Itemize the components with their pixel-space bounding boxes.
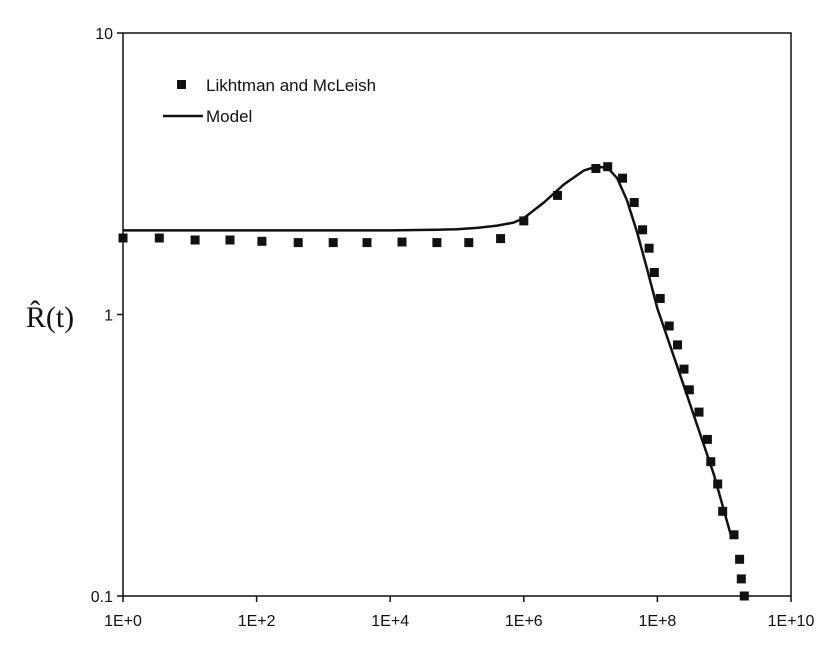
data-point: [673, 340, 682, 350]
data-point: [225, 235, 235, 245]
x-axis-ticks: 1E+0 1E+2 1E+4 1E+6 1E+8 1E+10: [104, 596, 814, 630]
data-point: [736, 574, 746, 584]
data-point: [328, 238, 338, 248]
data-point: [464, 238, 474, 248]
legend-label-series-1: Likhtman and McLeish: [206, 76, 376, 95]
data-point: [293, 238, 303, 248]
data-point: [694, 407, 704, 417]
data-point: [553, 190, 562, 200]
data-point: [519, 216, 529, 226]
data-point: [664, 321, 674, 331]
data-point: [118, 233, 128, 243]
y-axis-ticks: 0.1 1 10: [91, 26, 123, 606]
data-point: [496, 234, 506, 244]
data-point: [190, 235, 200, 245]
y-tick-label: 10: [95, 26, 113, 43]
legend-marker-square: [177, 80, 186, 89]
data-point: [397, 237, 407, 247]
y-axis-label: R̂(t): [26, 300, 74, 334]
series-line-model: [123, 165, 734, 539]
data-point: [739, 591, 749, 601]
data-point: [655, 294, 665, 303]
data-point: [706, 457, 716, 467]
x-tick-label: 1E+8: [638, 613, 676, 630]
data-point: [603, 162, 613, 172]
data-point: [618, 173, 627, 183]
data-point: [362, 238, 372, 248]
data-point: [702, 434, 712, 444]
x-tick-label: 1E+6: [505, 613, 543, 630]
x-tick-label: 1E+0: [104, 613, 142, 630]
data-point: [649, 268, 659, 277]
y-tick-label: 0.1: [91, 589, 113, 606]
x-tick-label: 1E+10: [768, 613, 815, 630]
data-point: [644, 243, 654, 253]
y-tick-label: 1: [104, 308, 113, 325]
legend-label-series-2: Model: [206, 107, 252, 126]
data-point: [735, 554, 745, 564]
data-point: [257, 236, 267, 246]
data-point: [684, 385, 694, 395]
data-point: [729, 530, 739, 540]
data-point: [154, 233, 164, 243]
data-point: [591, 164, 601, 173]
data-point: [638, 225, 648, 235]
x-tick-label: 1E+4: [371, 613, 409, 630]
data-point: [718, 506, 728, 516]
x-tick-label: 1E+2: [238, 613, 276, 630]
data-point: [713, 479, 723, 489]
data-point: [629, 198, 639, 207]
data-point: [679, 364, 689, 374]
series-layer: [118, 162, 749, 601]
legend: Likhtman and McLeish Model: [163, 76, 376, 126]
data-point: [432, 238, 442, 248]
